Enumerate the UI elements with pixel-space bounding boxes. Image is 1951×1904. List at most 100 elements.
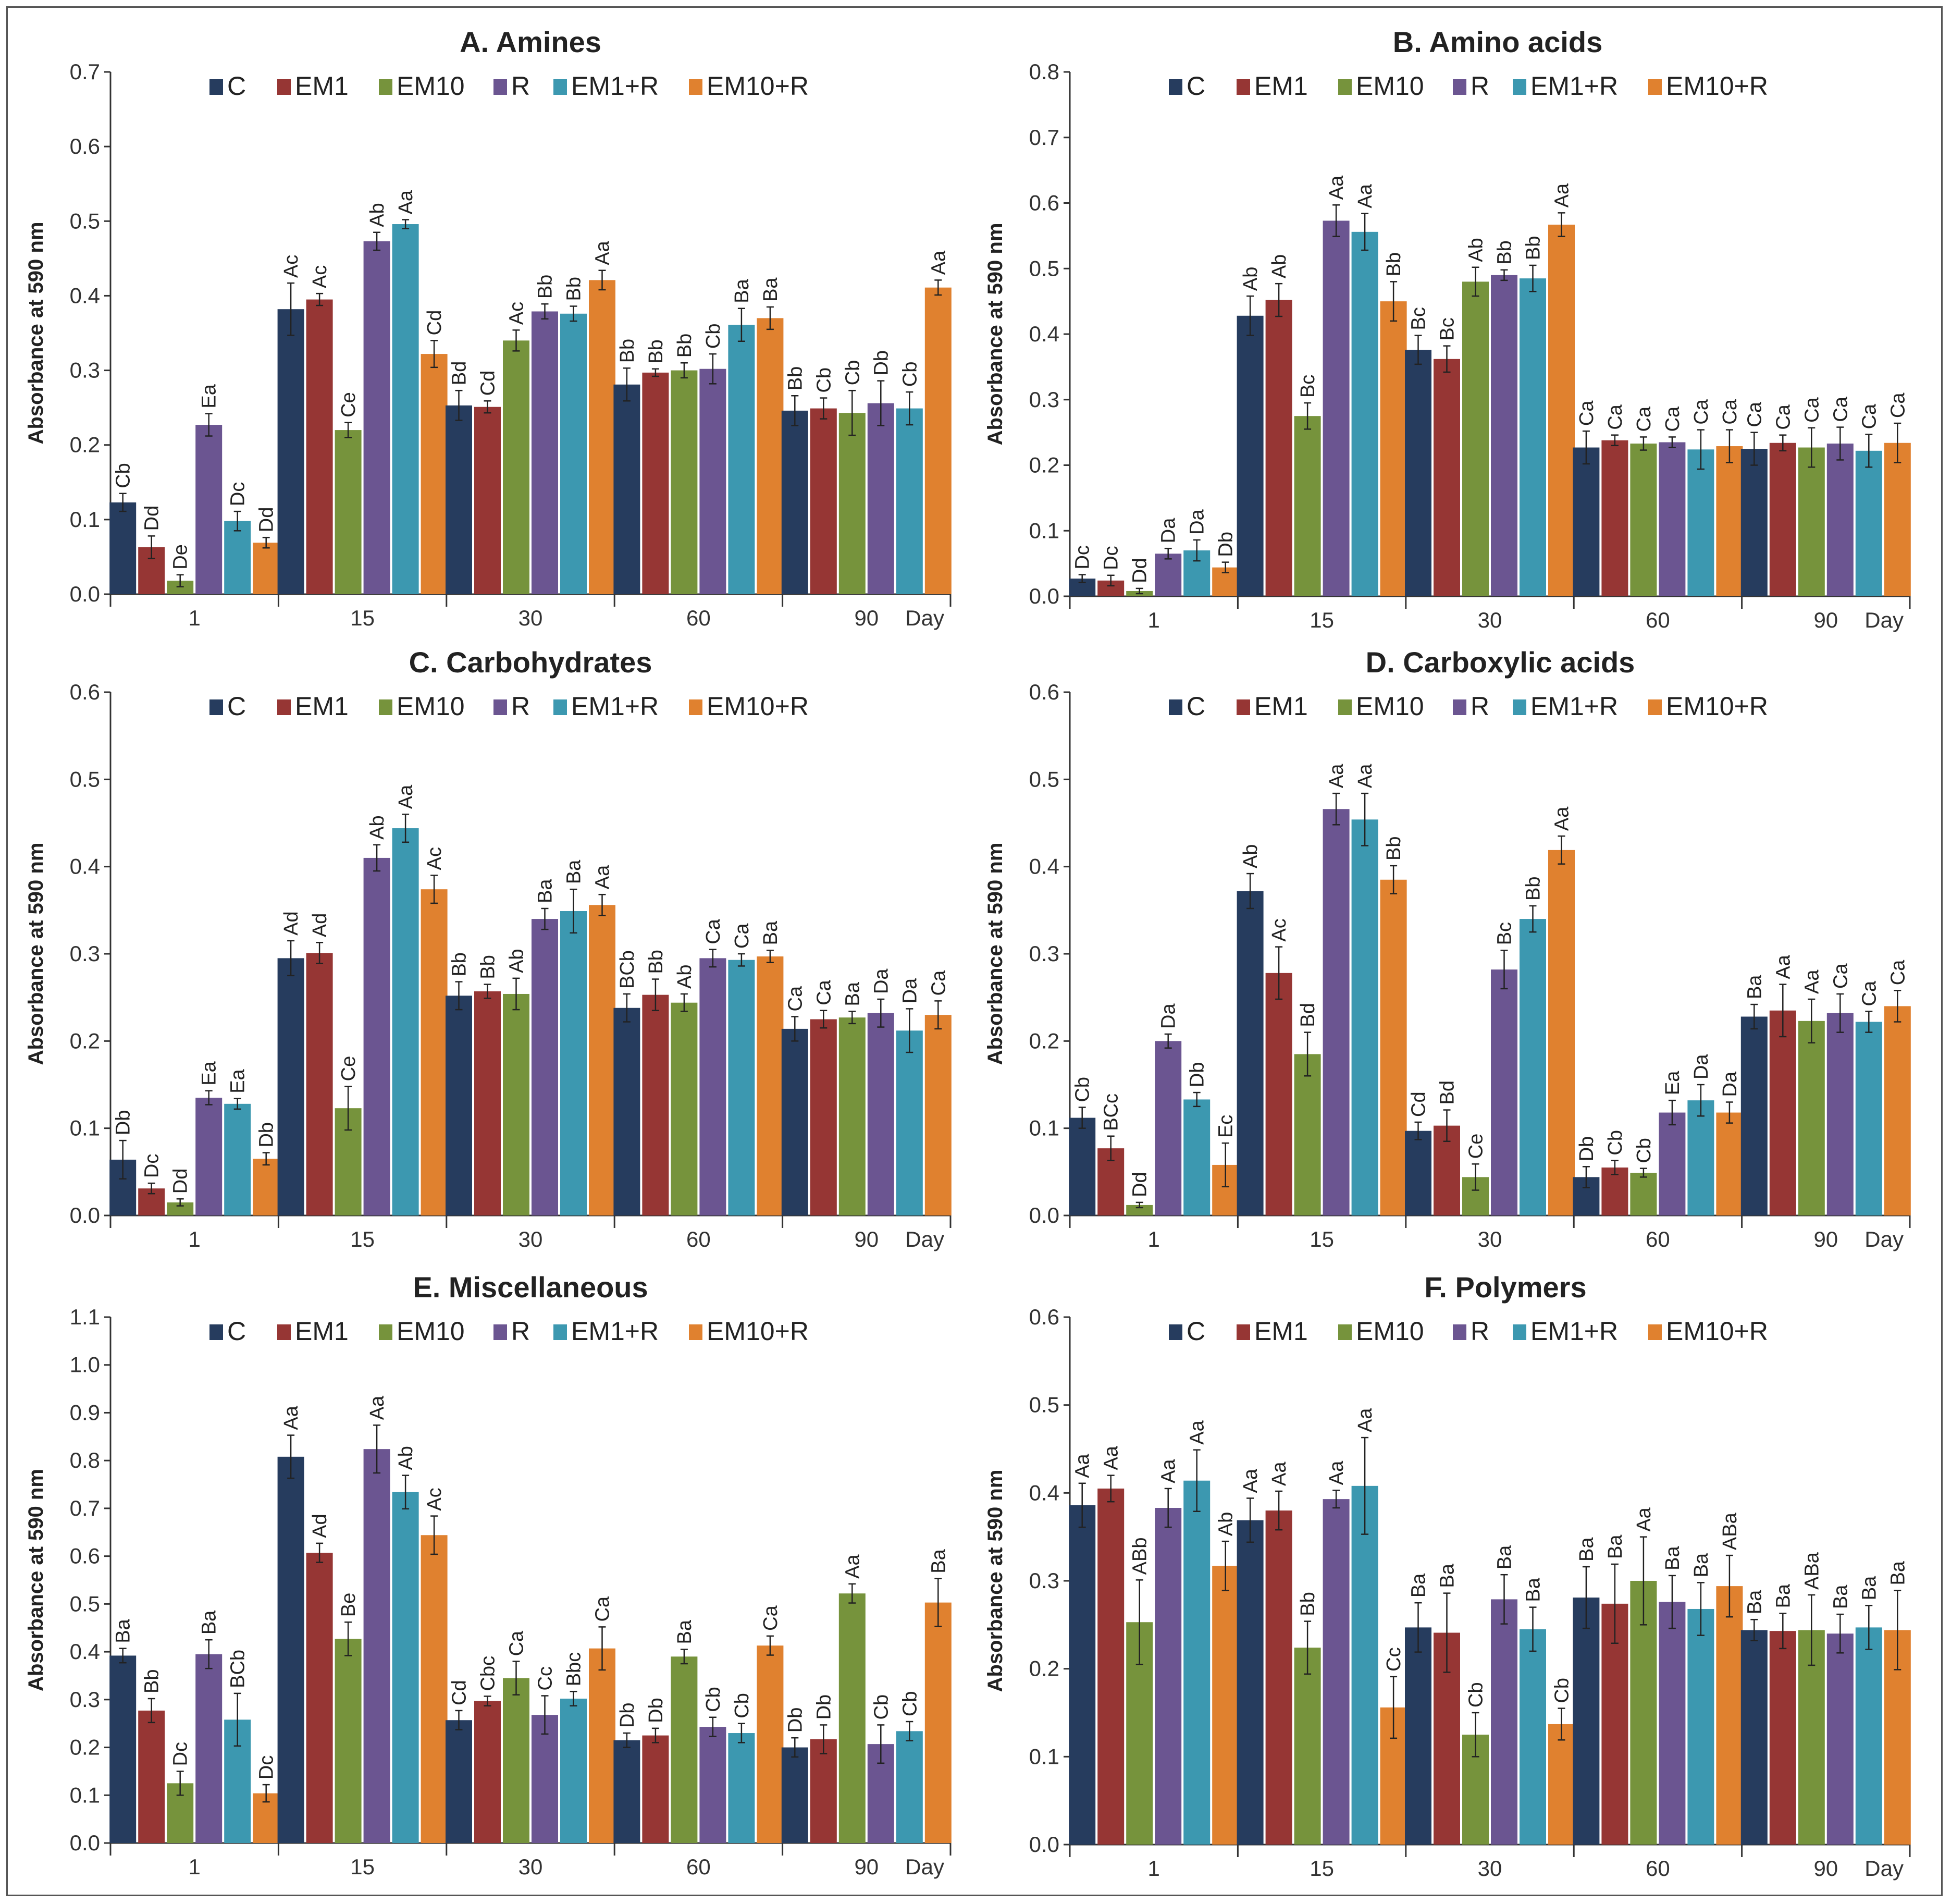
bar-em1-day-90: [810, 1019, 837, 1215]
significance-label: Ca: [1887, 960, 1909, 985]
bar-em1-day-1: [138, 1710, 165, 1843]
x-axis-label: Day: [1864, 1227, 1904, 1251]
significance-label: Cd: [424, 310, 446, 336]
bar-em1-plus-r-day-15: [392, 224, 419, 594]
x-category-label: 90: [854, 1854, 879, 1879]
bar-em10-day-90: [1798, 1021, 1825, 1215]
bar-em1-day-15: [306, 299, 333, 594]
y-tick-label: 0.9: [70, 1400, 100, 1424]
significance-label: Aa: [1240, 1468, 1262, 1493]
legend-label: EM10: [1356, 1317, 1424, 1346]
bar-r-day-15: [363, 241, 390, 594]
significance-label: Ca: [1576, 400, 1598, 426]
significance-label: Ab: [674, 964, 696, 988]
significance-label: Da: [899, 978, 921, 1003]
significance-label: Ca: [928, 970, 949, 996]
legend-label: R: [1471, 71, 1489, 101]
significance-label: Ca: [1633, 406, 1655, 432]
significance-label: Ca: [1690, 399, 1712, 424]
legend-swatch-c: [1169, 1324, 1182, 1340]
bar-em10-plus-r-day-15: [1380, 301, 1407, 596]
x-category-label: 1: [189, 606, 201, 630]
significance-label: Ea: [199, 384, 220, 408]
significance-label: Aa: [842, 1554, 863, 1578]
x-axis-label: Day: [1864, 608, 1904, 632]
significance-label: Cb: [1551, 1678, 1573, 1703]
bar-em1-day-30: [474, 991, 501, 1215]
significance-label: Be: [338, 1593, 360, 1617]
y-tick-label: 0.5: [70, 208, 100, 233]
legend-swatch-r: [1453, 699, 1466, 715]
x-category-label: 15: [350, 1227, 375, 1251]
bar-em1-day-60: [1601, 1167, 1628, 1215]
y-tick-label: 0.0: [70, 1831, 100, 1855]
bar-em10-day-90: [838, 1593, 866, 1843]
bar-em10-plus-r-day-30: [589, 1648, 615, 1843]
x-axis-label: Day: [905, 1227, 944, 1251]
bar-r-day-30: [532, 919, 558, 1215]
significance-label: Ba: [113, 1618, 134, 1643]
significance-label: Db: [1215, 532, 1237, 557]
bar-em10-day-15: [1294, 1648, 1321, 1845]
chart-title-text: Amino acids: [1429, 26, 1602, 58]
bar-em10-day-60: [1630, 1173, 1657, 1215]
bar-em10-plus-r-day-15: [421, 1535, 448, 1843]
legend-swatch-em10-plus-r: [1648, 1324, 1662, 1340]
x-category-label: 90: [1813, 1856, 1838, 1881]
bar-em10-plus-r-day-30: [589, 905, 615, 1215]
significance-label: Ad: [309, 913, 331, 937]
significance-label: Ab: [1240, 844, 1262, 868]
legend-label: C: [1187, 1317, 1205, 1346]
y-tick-label: 0.6: [70, 1544, 100, 1568]
bar-em1-day-90: [1769, 443, 1796, 596]
significance-label: Bb: [1523, 876, 1545, 900]
legend-label: EM1+R: [571, 71, 659, 101]
bar-r-day-30: [1491, 969, 1517, 1215]
significance-label: Ba: [1887, 1561, 1909, 1585]
y-tick-label: 0.5: [70, 767, 100, 791]
significance-label: Ac: [1268, 918, 1290, 941]
significance-label: Dc: [256, 1755, 278, 1779]
significance-label: Dd: [1129, 558, 1151, 583]
y-tick-label: 0.3: [70, 358, 100, 383]
significance-label: Db: [113, 1110, 134, 1136]
legend-label: EM1: [295, 692, 349, 721]
legend-swatch-em10: [1338, 1324, 1352, 1340]
legend-label: EM10+R: [707, 71, 809, 101]
significance-label: Ac: [309, 265, 331, 288]
legend-label: EM1: [1254, 692, 1308, 721]
legend-label: EM10+R: [1666, 71, 1768, 101]
bar-c-day-30: [446, 405, 472, 594]
bar-em10-plus-r-day-30: [1548, 850, 1575, 1215]
bar-em1-plus-r-day-15: [1351, 231, 1378, 597]
bar-em10-plus-r-day-90: [1884, 1006, 1911, 1215]
bar-em1-day-15: [306, 953, 333, 1215]
bar-em1-day-90: [1769, 1631, 1796, 1845]
legend-swatch-em10: [379, 1324, 392, 1340]
significance-label: Ba: [674, 1619, 696, 1644]
significance-label: Ca: [702, 918, 724, 944]
chart-title-text: Carboxylic acids: [1403, 646, 1635, 679]
y-tick-label: 0.5: [70, 1591, 100, 1616]
legend-label: R: [1471, 692, 1489, 721]
significance-label: Ba: [1576, 1537, 1598, 1562]
legend-label: R: [1471, 1317, 1489, 1346]
x-axis-label: Day: [905, 1854, 944, 1879]
y-tick-label: 0.7: [70, 59, 100, 84]
bar-em1-plus-r-day-15: [1351, 1485, 1378, 1845]
significance-label: Aa: [1801, 969, 1823, 994]
significance-label: Ba: [1437, 1563, 1459, 1588]
bar-r-day-60: [1659, 1602, 1686, 1845]
bar-em1-day-30: [1434, 359, 1460, 596]
significance-label: Ca: [1744, 401, 1765, 427]
significance-label: Aa: [395, 784, 417, 809]
y-tick-label: 0.6: [1029, 680, 1059, 704]
chart-title: B. Amino acids: [1393, 26, 1602, 58]
significance-label: Ba: [928, 1549, 949, 1573]
bar-c-day-1: [1069, 1117, 1096, 1215]
significance-label: Da: [870, 968, 892, 994]
y-tick-label: 0.7: [70, 1496, 100, 1520]
y-tick-label: 0.2: [70, 1735, 100, 1760]
bar-em1-day-90: [810, 1739, 837, 1843]
legend-swatch-em1-plus-r: [553, 1324, 567, 1340]
